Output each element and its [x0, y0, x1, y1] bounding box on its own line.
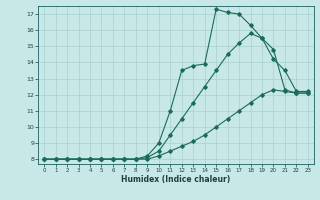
X-axis label: Humidex (Indice chaleur): Humidex (Indice chaleur)	[121, 175, 231, 184]
